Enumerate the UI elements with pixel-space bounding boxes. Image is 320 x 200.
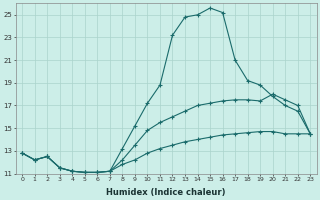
X-axis label: Humidex (Indice chaleur): Humidex (Indice chaleur): [107, 188, 226, 197]
